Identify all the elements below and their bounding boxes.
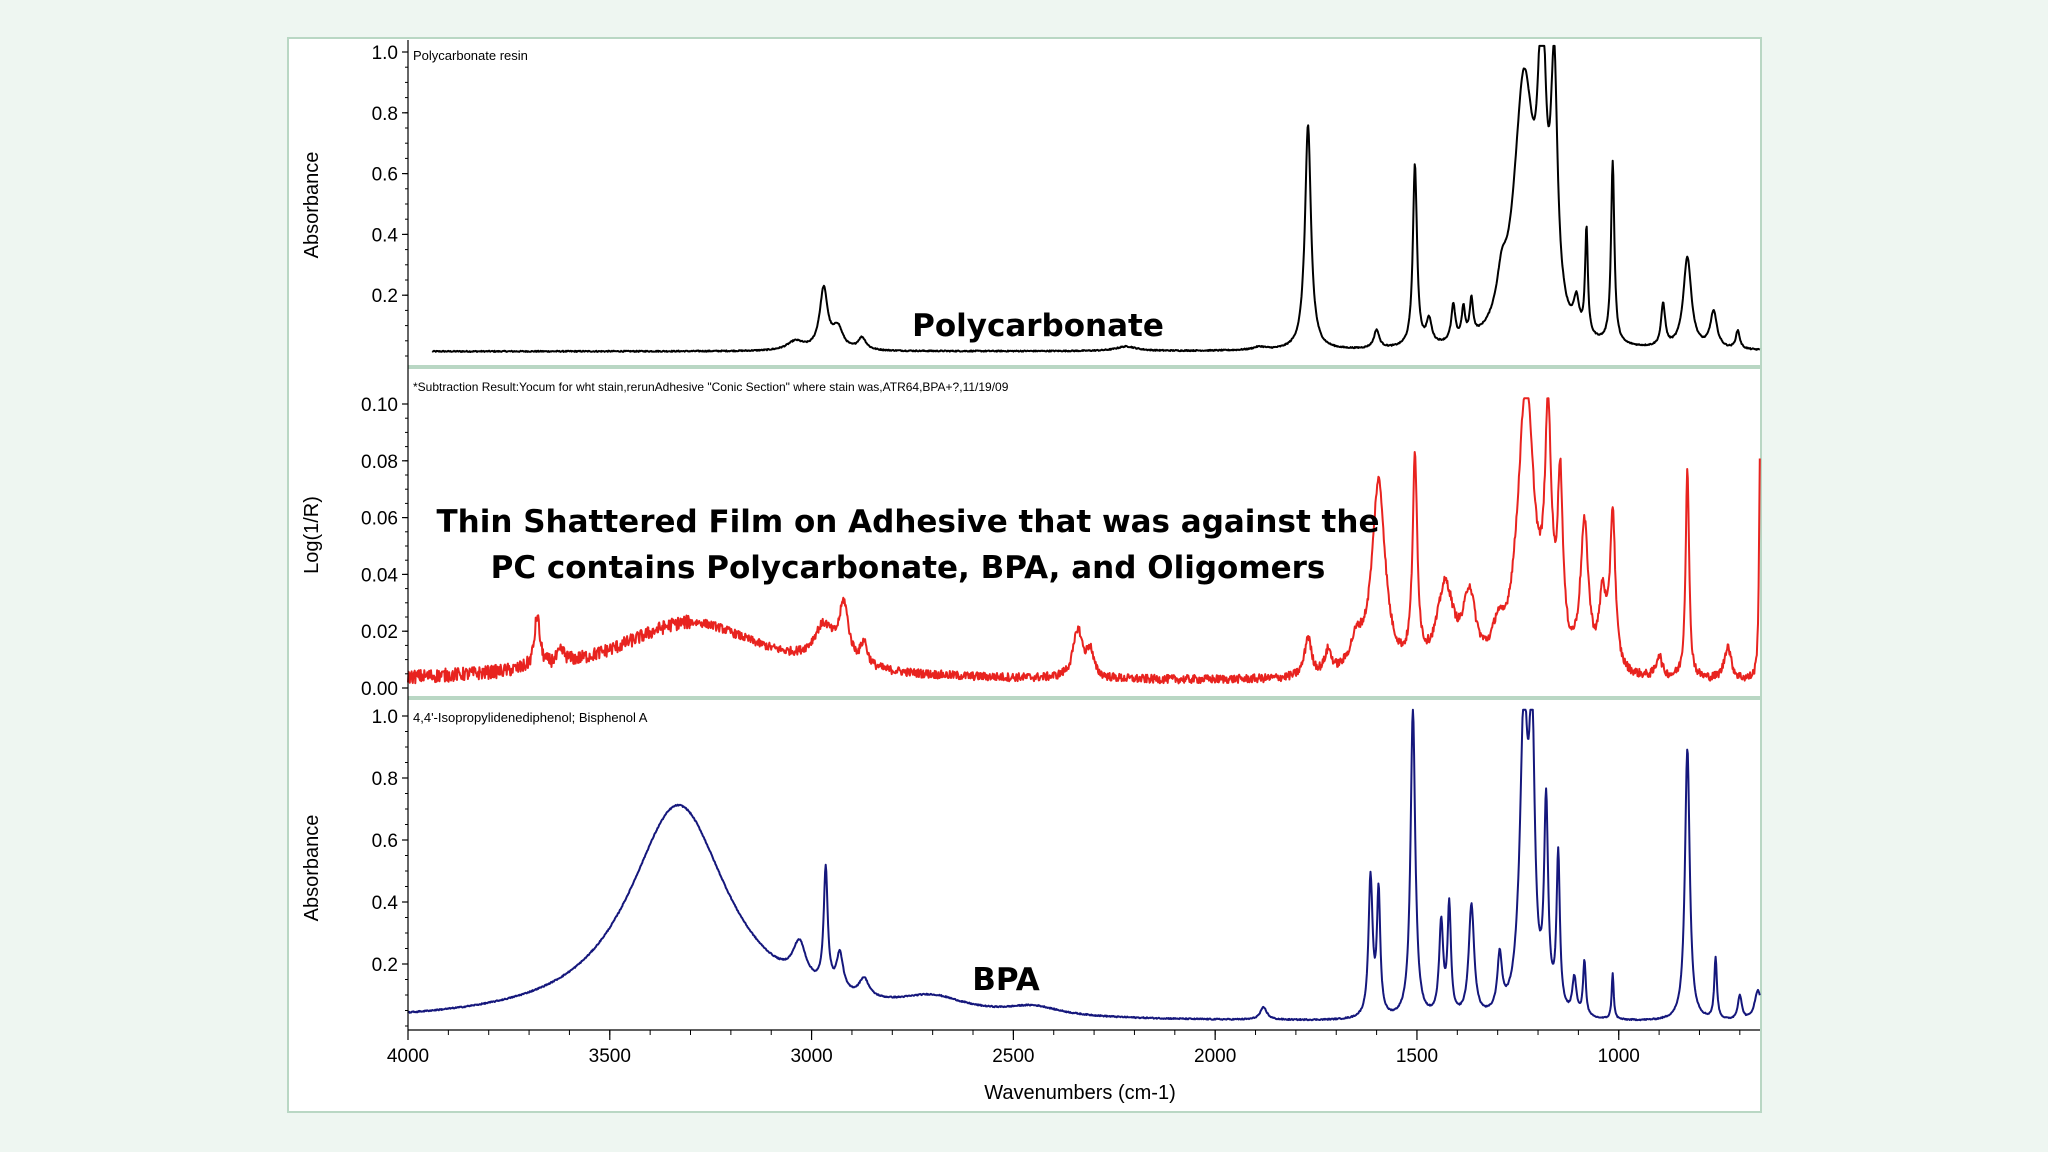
y-tick-label: 0.8 <box>372 769 398 790</box>
y-tick-label: 0.4 <box>372 893 399 914</box>
middle-annotation-line-1: Thin Shattered Film on Adhesive that was… <box>437 504 1380 540</box>
y-tick-label: 0.00 <box>361 679 398 700</box>
y-tick-label: 0.2 <box>372 286 398 307</box>
polycarbonate-annotation: Polycarbonate <box>912 308 1164 344</box>
x-tick-label: 4000 <box>387 1046 429 1067</box>
bottom-y-axis-label: Absorbance <box>301 815 323 922</box>
panel-divider <box>408 365 1760 369</box>
bpa-annotation: BPA <box>972 962 1040 998</box>
y-tick-label: 0.06 <box>361 509 398 530</box>
y-tick-label: 1.0 <box>372 43 398 64</box>
bottom-panel-title: 4,4'-Isopropylidenediphenol; Bisphenol A <box>413 710 648 725</box>
y-tick-label: 0.2 <box>372 955 398 976</box>
x-axis-label: Wavenumbers (cm-1) <box>984 1082 1176 1104</box>
top-y-axis-label: Absorbance <box>301 152 323 259</box>
x-tick-label: 2500 <box>992 1046 1034 1067</box>
x-tick-label: 1500 <box>1396 1046 1438 1067</box>
x-tick-label: 1000 <box>1598 1046 1640 1067</box>
middle-annotation-line-2: PC contains Polycarbonate, BPA, and Olig… <box>491 550 1326 586</box>
y-tick-label: 0.4 <box>372 225 399 246</box>
x-tick-label: 3000 <box>790 1046 832 1067</box>
x-tick-label: 3500 <box>589 1046 631 1067</box>
top-panel-title: Polycarbonate resin <box>413 48 528 63</box>
axes: 4000 3500 3000 2500 2000 1500 1000 1.0 0.8 0.6 0.4… <box>361 40 1760 1067</box>
middle-y-axis-label: Log(1/R) <box>301 496 323 574</box>
y-tick-label: 0.10 <box>361 395 398 416</box>
plot-area <box>407 44 1761 1022</box>
y-tick-label: 0.04 <box>361 565 398 586</box>
y-tick-label: 0.8 <box>372 104 398 125</box>
y-tick-label: 0.02 <box>361 622 398 643</box>
y-tick-label: 0.08 <box>361 452 398 473</box>
y-tick-label: 0.6 <box>372 165 398 186</box>
polycarbonate-spectrum-line <box>431 44 1761 353</box>
middle-panel-title: *Subtraction Result:Yocum for wht stain,… <box>413 380 1009 394</box>
subtraction-spectrum-line <box>407 397 1761 685</box>
x-tick-label: 2000 <box>1194 1046 1236 1067</box>
bpa-spectrum-line <box>407 708 1761 1022</box>
y-tick-label: 0.6 <box>372 831 398 852</box>
y-tick-label: 1.0 <box>372 707 398 728</box>
panel-divider <box>408 696 1760 700</box>
